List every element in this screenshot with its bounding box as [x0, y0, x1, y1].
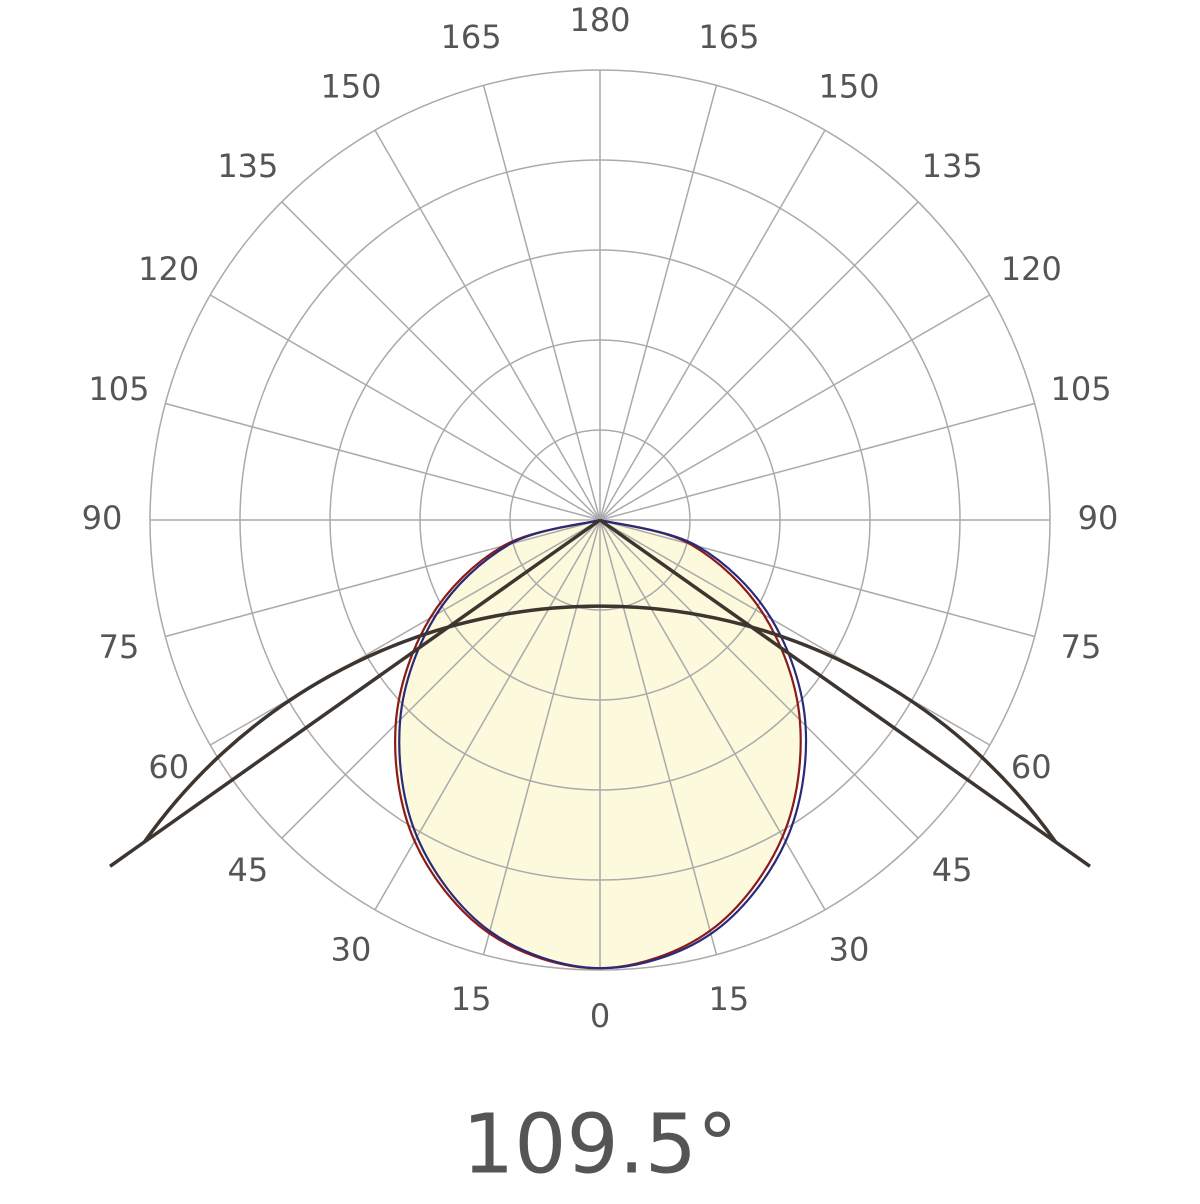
- angle-label: 45: [932, 851, 973, 889]
- grid-spoke: [374, 129, 601, 521]
- angle-label: 90: [82, 499, 123, 537]
- beam-line: [598, 518, 1091, 868]
- grid-spoke: [599, 519, 919, 839]
- beam-angle-label: 109.5°: [462, 1097, 738, 1192]
- angle-label: 150: [818, 68, 879, 106]
- grid-spoke: [165, 402, 601, 521]
- grid-spoke: [281, 201, 601, 521]
- angle-label: 75: [1061, 628, 1102, 666]
- grid-spoke: [374, 519, 601, 911]
- angle-label: 120: [138, 250, 199, 288]
- grid-spoke: [482, 519, 601, 955]
- grid-spoke: [599, 294, 991, 521]
- angle-label: 15: [451, 980, 492, 1018]
- angle-label: 165: [698, 18, 759, 56]
- distribution-fill: [395, 520, 801, 969]
- grid-spoke: [281, 519, 601, 839]
- grid-spoke: [165, 519, 601, 638]
- angle-label: 30: [331, 930, 372, 968]
- angle-label: 0: [590, 997, 610, 1035]
- grid-spoke: [599, 85, 718, 521]
- grid-spoke: [599, 201, 919, 521]
- grid-spoke: [599, 519, 991, 746]
- angle-label: 105: [88, 370, 149, 408]
- grid-spoke: [482, 85, 601, 521]
- angle-label: 135: [922, 147, 983, 185]
- angle-label: 60: [1011, 748, 1052, 786]
- angle-label: 90: [1078, 499, 1119, 537]
- grid-spoke: [599, 519, 1035, 638]
- beam-arc: [142, 604, 1058, 844]
- beam-line: [109, 518, 602, 868]
- grid-spoke: [209, 519, 601, 746]
- angle-label: 165: [441, 18, 502, 56]
- angle-label: 180: [569, 1, 630, 39]
- grid-spoke: [599, 402, 1035, 521]
- angle-label: 135: [217, 147, 278, 185]
- angle-label: 15: [709, 980, 750, 1018]
- grid-spoke: [599, 519, 826, 911]
- angle-label: 30: [829, 930, 870, 968]
- angle-label: 60: [148, 748, 189, 786]
- grid-spoke: [209, 294, 601, 521]
- distribution-curve: [398, 518, 808, 970]
- angle-label: 75: [99, 628, 140, 666]
- angle-label: 45: [228, 851, 269, 889]
- grid-spoke: [599, 519, 718, 955]
- angle-label: 120: [1001, 250, 1062, 288]
- angle-label: 105: [1050, 370, 1111, 408]
- angle-label: 150: [320, 68, 381, 106]
- grid-spoke: [599, 129, 826, 521]
